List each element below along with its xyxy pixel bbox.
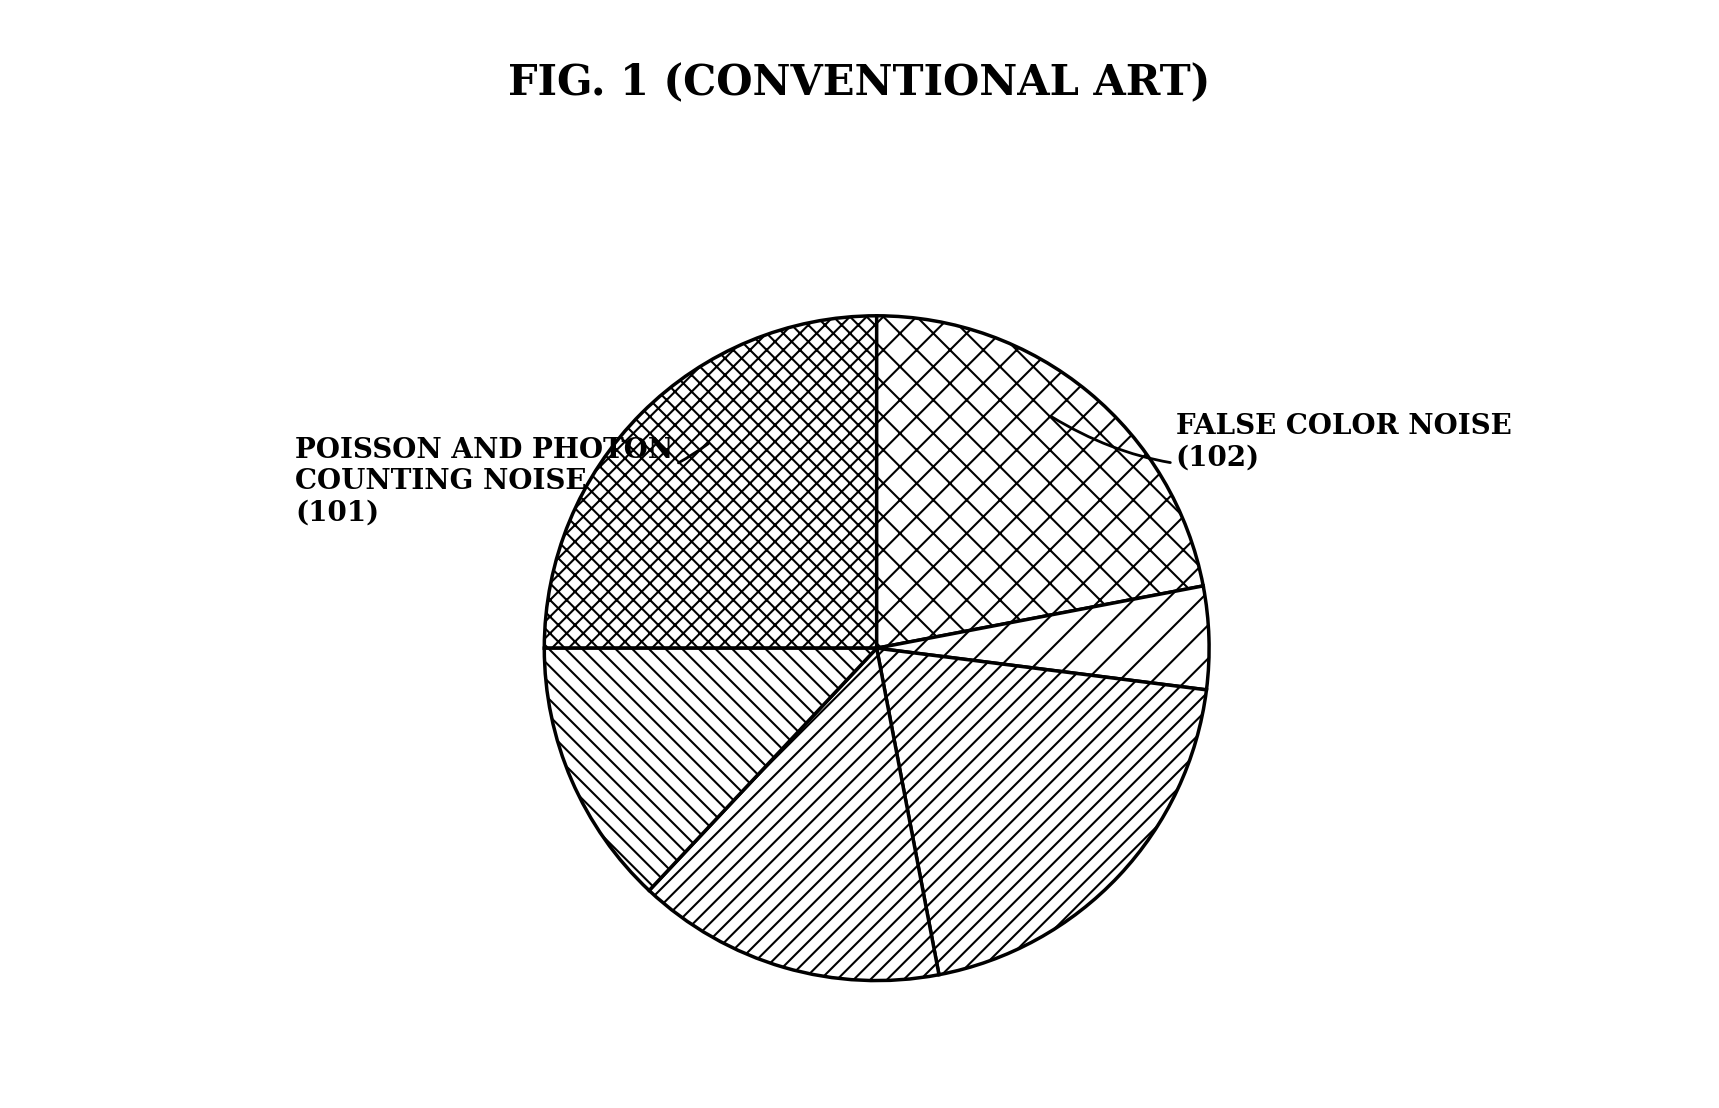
Text: POISSON AND PHOTON
COUNTING NOISE
(101): POISSON AND PHOTON COUNTING NOISE (101)	[296, 438, 708, 526]
Wedge shape	[877, 648, 1207, 975]
Wedge shape	[545, 648, 877, 891]
Wedge shape	[877, 586, 1208, 690]
Wedge shape	[877, 316, 1203, 648]
Wedge shape	[650, 648, 939, 981]
Text: FIG. 1 (CONVENTIONAL ART): FIG. 1 (CONVENTIONAL ART)	[509, 62, 1210, 104]
Text: FALSE COLOR NOISE
(102): FALSE COLOR NOISE (102)	[1052, 413, 1511, 471]
Wedge shape	[545, 316, 877, 648]
